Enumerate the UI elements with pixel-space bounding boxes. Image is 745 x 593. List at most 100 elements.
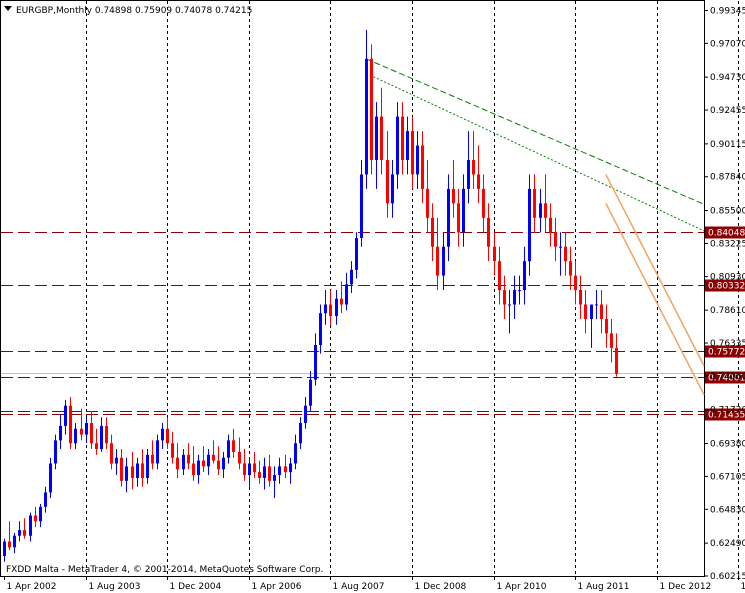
candle-body xyxy=(309,379,312,406)
candle-body xyxy=(299,423,302,444)
candle-body xyxy=(258,472,261,478)
candle-body xyxy=(615,347,618,374)
candle-body xyxy=(426,188,429,218)
y-tick-label: 0.94730 xyxy=(710,73,745,83)
candle-body xyxy=(227,440,230,458)
candle-body xyxy=(493,246,496,262)
candle-body xyxy=(125,466,128,481)
horizontal-levels: 0.84048 0.80332 0.75772 0.74001 0.71435 xyxy=(1,226,745,421)
candle-body xyxy=(314,344,317,380)
candle-body xyxy=(539,203,542,218)
candle-body xyxy=(442,246,445,276)
candle-body xyxy=(574,275,577,291)
y-tick-label: 0.87840 xyxy=(710,173,745,183)
candle-body xyxy=(518,290,521,292)
candle-body xyxy=(171,443,174,458)
candle-body xyxy=(528,188,531,262)
candle-body xyxy=(396,116,399,175)
candle-body xyxy=(498,261,501,291)
candle-body xyxy=(110,443,113,464)
candle-body xyxy=(411,131,414,175)
candle-body xyxy=(467,159,470,189)
candle-body xyxy=(370,58,373,160)
y-tick-label: 0.80930 xyxy=(710,273,745,283)
price-level-badge xyxy=(705,408,745,421)
candle-body xyxy=(23,529,26,536)
candle-body xyxy=(340,298,343,305)
x-tick-label: 1 Apr 2010 xyxy=(497,582,547,592)
y-tick-label: 0.69380 xyxy=(710,440,745,450)
candle-body xyxy=(590,304,593,319)
price-level-badge xyxy=(705,279,745,292)
candle-body xyxy=(549,217,552,233)
price-level-badge xyxy=(705,226,745,239)
x-tick-label: 1 Apr 2006 xyxy=(252,582,302,592)
candle-body xyxy=(335,298,338,317)
candle-body xyxy=(584,304,587,319)
candle-body xyxy=(54,440,57,464)
price-level-badge xyxy=(705,371,745,384)
candle-body xyxy=(610,333,613,348)
candle-body xyxy=(212,454,215,461)
candle-body xyxy=(141,463,144,478)
candle-body xyxy=(523,261,526,291)
candle-body xyxy=(462,188,465,233)
candle-body xyxy=(391,174,394,204)
candle-body xyxy=(85,423,88,435)
x-tick-label: 1 Dec 2004 xyxy=(170,582,222,592)
candle-body xyxy=(533,188,536,218)
candle-body xyxy=(544,203,547,218)
x-tick-label: 1 Apr 2014 xyxy=(741,582,745,592)
candle-body xyxy=(319,313,322,345)
candle-body xyxy=(207,454,210,467)
candle-body xyxy=(559,246,562,248)
candle-body xyxy=(268,466,271,481)
price-level-label: 0.74001 xyxy=(708,374,745,384)
candle-body xyxy=(29,515,32,536)
candle-body xyxy=(284,466,287,473)
chart-footer: FXDD Malta - MetaTrader 4, © 2001-2014, … xyxy=(6,565,323,575)
price-level-label: 0.80332 xyxy=(708,282,745,292)
candle-body xyxy=(329,304,332,317)
candle-body xyxy=(452,188,455,204)
candle-body xyxy=(176,457,179,470)
candle-body xyxy=(350,269,353,285)
candle-body xyxy=(421,145,424,189)
candle-body xyxy=(365,58,368,175)
candle-body xyxy=(182,454,185,470)
candle-body xyxy=(39,506,42,522)
candle-body xyxy=(554,232,557,247)
y-tick-label: 0.71720 xyxy=(710,406,745,416)
trendline xyxy=(605,202,705,396)
candle-body xyxy=(115,457,118,464)
candle-body xyxy=(447,188,450,247)
candle-body xyxy=(375,116,378,160)
candle-body xyxy=(18,529,21,536)
y-tick-label: 0.64830 xyxy=(710,505,745,515)
candle-body xyxy=(100,425,103,450)
candle-body xyxy=(595,304,598,306)
time-axis: 1 Apr 2002 1 Aug 2003 1 Dec 2004 1 Apr 2006… xyxy=(4,576,745,592)
candle-body xyxy=(248,463,251,476)
price-level-label: 0.84048 xyxy=(708,229,745,239)
candle-body xyxy=(579,290,582,305)
candle-body xyxy=(34,515,37,522)
candle-body xyxy=(273,475,276,481)
collapse-triangle-icon[interactable] xyxy=(4,6,12,11)
candle-body xyxy=(253,463,256,473)
candle-body xyxy=(482,188,485,218)
candle-body xyxy=(304,405,307,424)
price-axis: 0.99345 0.97070 0.94730 0.92455 0.90115 0.878… xyxy=(704,6,745,582)
candles xyxy=(3,29,618,562)
x-tick-label: 1 Apr 2002 xyxy=(7,582,57,592)
candle-body xyxy=(508,304,511,306)
candle-body xyxy=(386,159,389,204)
candle-body xyxy=(59,425,62,441)
candle-body xyxy=(503,290,506,305)
candle-body xyxy=(380,116,383,160)
y-tick-label: 0.97070 xyxy=(710,39,745,49)
plot-frame xyxy=(0,0,705,577)
price-level-label: 0.75772 xyxy=(708,348,745,358)
y-tick-label: 0.60215 xyxy=(710,572,745,582)
